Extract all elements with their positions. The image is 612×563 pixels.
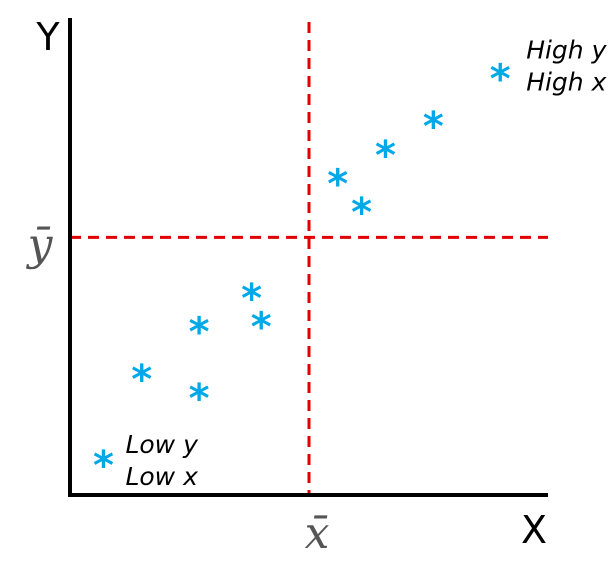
data-point: * [423, 104, 444, 150]
annotations: Low y Low x High y High x [125, 35, 607, 490]
data-point: * [490, 56, 511, 102]
data-points: ** ********* [93, 56, 511, 488]
annotation-line: High y [526, 35, 607, 64]
x-axis-title: X [521, 508, 547, 552]
data-point: * [351, 190, 372, 236]
y-mean-label: ȳ [26, 219, 54, 270]
annotation-line: Low x [125, 462, 198, 491]
mean-labels: x̄ ȳ [26, 219, 330, 559]
data-point: * [375, 133, 396, 179]
y-axis-title: Y [35, 15, 60, 59]
data-point: * [251, 305, 272, 351]
annotation-line: High x [526, 67, 606, 96]
data-point: * [93, 443, 114, 489]
mean-lines [70, 22, 548, 495]
data-point: * [131, 357, 152, 403]
data-point: * [327, 161, 348, 207]
data-point: * [189, 376, 210, 422]
data-point: * [241, 276, 262, 322]
x-mean-label: x̄ [305, 508, 330, 559]
axes [68, 18, 548, 497]
data-point: * [189, 309, 210, 355]
annotation-line: Low y [125, 430, 199, 459]
